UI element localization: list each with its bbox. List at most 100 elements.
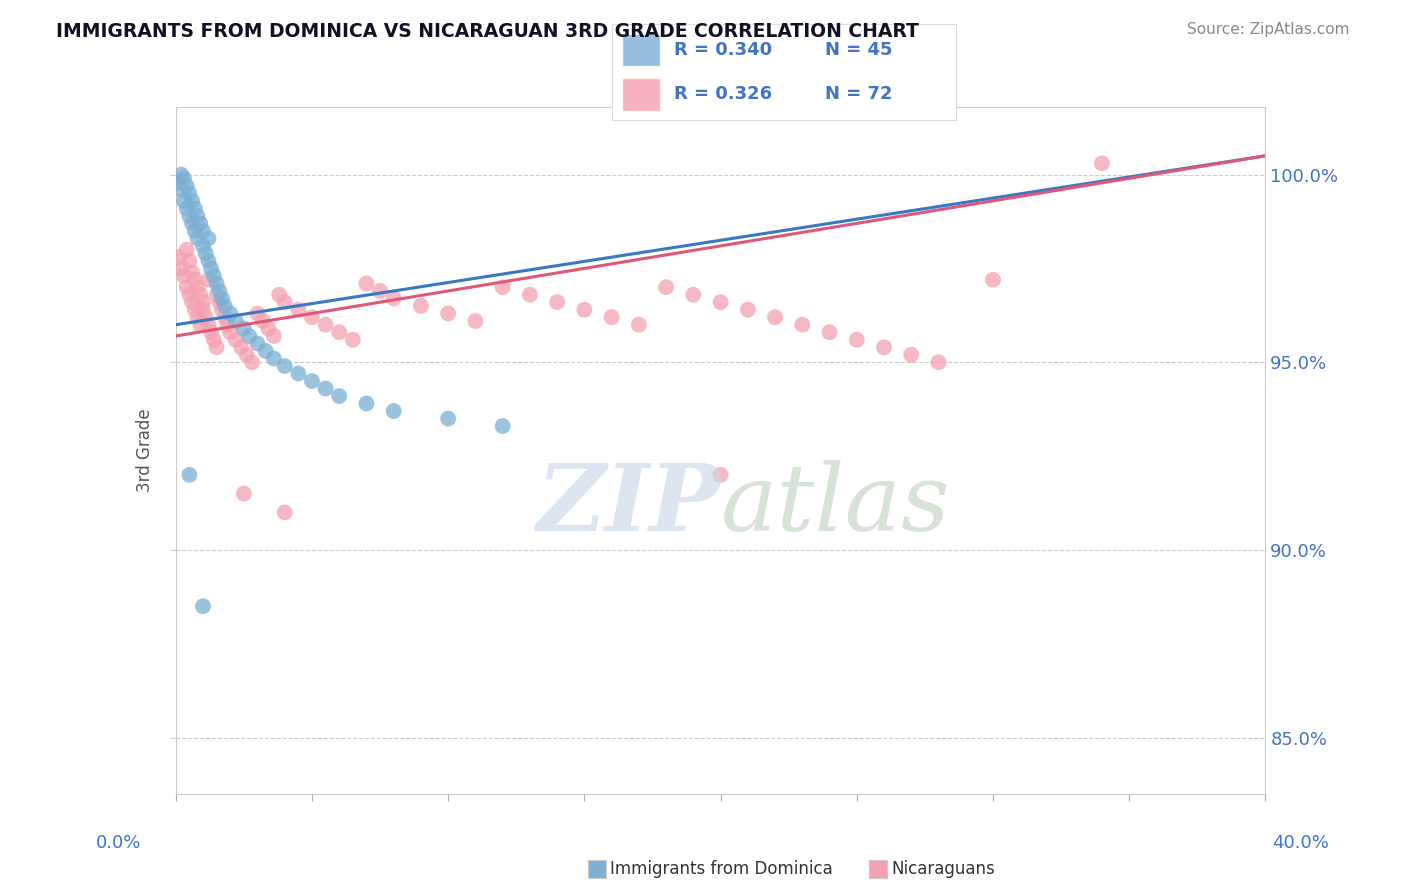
Text: IMMIGRANTS FROM DOMINICA VS NICARAGUAN 3RD GRADE CORRELATION CHART: IMMIGRANTS FROM DOMINICA VS NICARAGUAN 3… — [56, 22, 920, 41]
Text: Nicaraguans: Nicaraguans — [891, 860, 995, 878]
Point — [186, 280, 209, 294]
Point — [274, 505, 297, 519]
Point — [184, 302, 207, 317]
Point — [257, 321, 280, 335]
Point — [873, 340, 896, 354]
Point — [382, 292, 405, 306]
Point — [202, 333, 225, 347]
Point — [315, 318, 337, 332]
Point — [200, 261, 222, 276]
Point — [173, 268, 195, 283]
Point — [368, 284, 391, 298]
Point — [492, 419, 515, 434]
Point — [191, 295, 214, 310]
Point — [655, 280, 678, 294]
Point — [194, 246, 217, 260]
Text: Immigrants from Dominica: Immigrants from Dominica — [610, 860, 832, 878]
Point — [382, 404, 405, 418]
Point — [184, 224, 207, 238]
Point — [188, 287, 211, 301]
Point — [240, 355, 263, 369]
Text: R = 0.326: R = 0.326 — [673, 86, 772, 103]
Point — [981, 273, 1004, 287]
Point — [176, 280, 198, 294]
Point — [574, 302, 596, 317]
Point — [205, 287, 228, 301]
Point — [409, 299, 432, 313]
Point — [737, 302, 759, 317]
Point — [197, 273, 219, 287]
Point — [219, 325, 242, 339]
Point — [238, 329, 260, 343]
Point — [232, 321, 254, 335]
Point — [1091, 156, 1114, 170]
Point — [191, 239, 214, 253]
Point — [191, 224, 214, 238]
Point — [219, 306, 242, 320]
Point — [600, 310, 623, 325]
Point — [186, 231, 209, 245]
Point — [225, 333, 247, 347]
Point — [167, 250, 190, 264]
Text: R = 0.340: R = 0.340 — [673, 41, 772, 59]
Point — [188, 216, 211, 230]
Point — [232, 486, 254, 500]
Point — [197, 254, 219, 268]
Point — [328, 325, 350, 339]
Point — [205, 277, 228, 291]
Point — [170, 261, 193, 276]
Point — [263, 351, 285, 366]
Point — [211, 292, 233, 306]
Point — [301, 374, 323, 388]
Point — [191, 599, 214, 614]
Text: N = 72: N = 72 — [825, 86, 893, 103]
Point — [287, 367, 309, 381]
Point — [176, 202, 198, 216]
Point — [208, 284, 231, 298]
Point — [328, 389, 350, 403]
Point — [176, 178, 198, 193]
Point — [231, 340, 253, 354]
Point — [179, 287, 201, 301]
Point — [254, 343, 277, 358]
Point — [181, 295, 204, 310]
Point — [356, 277, 378, 291]
Point — [928, 355, 950, 369]
Point — [194, 310, 217, 325]
Point — [263, 329, 285, 343]
Point — [205, 340, 228, 354]
Text: Source: ZipAtlas.com: Source: ZipAtlas.com — [1187, 22, 1350, 37]
Bar — [621, 34, 659, 67]
Point — [173, 194, 195, 208]
Point — [211, 302, 233, 317]
Point — [301, 310, 323, 325]
Point — [181, 216, 204, 230]
Point — [188, 318, 211, 332]
Point — [519, 287, 541, 301]
Point — [342, 333, 364, 347]
Point — [246, 306, 269, 320]
Point — [315, 382, 337, 396]
Point — [246, 336, 269, 351]
Point — [437, 411, 460, 425]
Point — [186, 310, 209, 325]
Point — [763, 310, 786, 325]
Point — [181, 265, 204, 279]
Point — [191, 302, 214, 317]
Text: atlas: atlas — [721, 460, 950, 550]
Point — [627, 318, 650, 332]
Point — [217, 318, 239, 332]
Point — [179, 254, 201, 268]
Point — [792, 318, 814, 332]
Y-axis label: 3rd Grade: 3rd Grade — [136, 409, 155, 492]
Point — [179, 186, 201, 201]
Point — [214, 299, 236, 313]
Point — [170, 168, 193, 182]
Point — [710, 467, 733, 482]
Text: ZIP: ZIP — [536, 460, 721, 550]
Point — [274, 295, 297, 310]
Text: 40.0%: 40.0% — [1272, 834, 1329, 852]
Point — [197, 318, 219, 332]
Point — [184, 202, 207, 216]
Text: N = 45: N = 45 — [825, 41, 893, 59]
